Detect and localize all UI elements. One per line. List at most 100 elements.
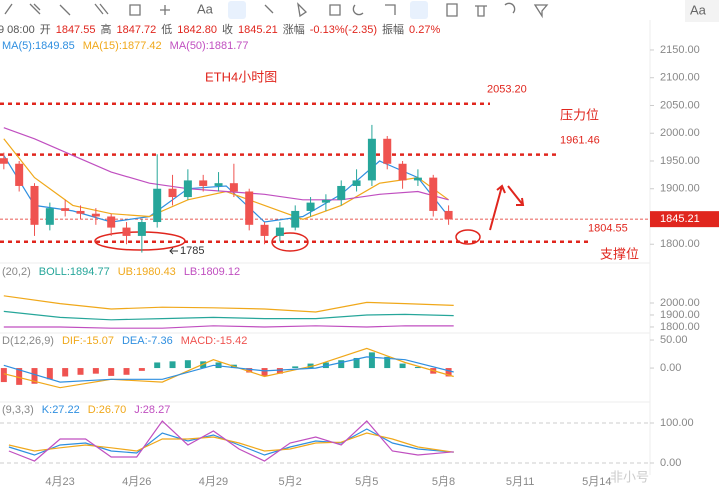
macd-bar — [169, 361, 176, 369]
candle-body — [76, 210, 85, 214]
toolbar: Aa Aa — [4, 0, 719, 22]
quote-item: 振幅 — [382, 22, 404, 36]
level-label: 1804.55 — [588, 223, 628, 235]
macd-bar — [123, 368, 130, 375]
y-tick-label: 0.00 — [660, 457, 681, 469]
indicator-params: (20,2) — [2, 266, 31, 278]
quote-item: 1845.21 — [238, 24, 278, 36]
level-label: 2053.20 — [487, 84, 527, 96]
candle-body — [245, 191, 254, 225]
current-price-box — [650, 211, 719, 228]
x-tick-label: 5月5 — [355, 476, 378, 488]
y-tick-label: 50.00 — [660, 334, 688, 346]
candle-body — [183, 180, 192, 198]
low-pointer — [169, 247, 178, 255]
candle-body — [260, 224, 269, 236]
macd-bar — [77, 368, 84, 375]
candle-body — [91, 213, 100, 217]
candle-body — [337, 185, 346, 200]
up-arrow — [489, 184, 506, 231]
quote-item: 收 — [222, 22, 233, 36]
quote-item: 低 — [161, 23, 172, 36]
x-tick-label: 5月2 — [278, 476, 301, 488]
legend-entry: BOLL:1894.77 — [39, 266, 110, 278]
x-tick-label: 5月14 — [582, 476, 611, 488]
quote-item: 1847.55 — [56, 24, 96, 36]
candle-body — [45, 208, 54, 225]
candle-body — [107, 216, 116, 228]
candle-body — [61, 208, 70, 211]
candle-body — [229, 183, 238, 192]
macd-bar — [353, 357, 360, 369]
candle-body — [137, 222, 146, 236]
active-tool-bg — [228, 1, 246, 19]
legend-entry: MA(15):1877.42 — [83, 40, 162, 52]
support-circle — [455, 229, 481, 245]
macd-bar — [16, 368, 23, 385]
quote-item: 高 — [100, 22, 111, 36]
legend-entry: DIF:-15.07 — [62, 335, 114, 347]
macd-bar — [154, 362, 161, 369]
macd-bar — [0, 368, 7, 383]
candle-body — [306, 202, 315, 211]
watermark: 非小号 — [610, 469, 649, 484]
macd-bar — [46, 368, 53, 380]
annotation-support: 支撑位 — [600, 246, 639, 261]
macd-bar — [261, 368, 268, 376]
legend-entry: K:27.22 — [42, 404, 80, 416]
quote-item: 涨幅 — [283, 23, 305, 36]
macd-bar — [138, 368, 145, 371]
x-tick-label: 4月29 — [199, 476, 228, 488]
indicator-params: (9,3,3) — [2, 404, 34, 416]
active-tool-bg — [410, 1, 428, 19]
indicator-line — [3, 310, 454, 321]
y-tick-label: 1800.00 — [660, 321, 700, 333]
macd-bar — [92, 368, 99, 374]
legend-entry: D:26.70 — [88, 404, 127, 416]
font-button-bg[interactable] — [685, 0, 719, 22]
down-arrow — [507, 185, 525, 206]
y-tick-label: 2150.00 — [660, 44, 700, 56]
quote-item: 1842.80 — [177, 24, 217, 36]
candle-body — [321, 199, 330, 203]
annotation-resistance: 压力位 — [560, 107, 599, 122]
macd-bar — [368, 352, 375, 369]
indicator-line — [3, 127, 449, 201]
x-tick-label: 5月8 — [432, 476, 455, 488]
candle-body — [214, 183, 223, 186]
y-tick-label: 2000.00 — [660, 297, 700, 309]
legend-entry: MA(50):1881.77 — [170, 40, 249, 52]
x-tick-label: 5月11 — [506, 476, 535, 488]
y-tick-label: 1800.00 — [660, 238, 700, 250]
macd-bar — [62, 368, 69, 377]
y-tick-label: 2050.00 — [660, 99, 700, 111]
indicator-params: D(12,26,9) — [2, 335, 54, 347]
indicator-line — [3, 155, 450, 223]
indicator-line — [3, 356, 454, 383]
legend-entry: J:28.27 — [134, 404, 170, 416]
text-tool[interactable]: Aa — [197, 1, 214, 16]
font-button[interactable]: Aa — [690, 2, 707, 17]
macd-bar — [445, 368, 452, 377]
candle-body — [153, 188, 162, 223]
candle-body — [367, 138, 376, 181]
legend-entry: MACD:-15.42 — [181, 335, 248, 347]
macd-bar — [276, 368, 283, 374]
quote-item: 开 — [40, 24, 51, 36]
y-tick-label: 100.00 — [660, 417, 694, 429]
candle-body — [15, 163, 24, 186]
quote-item: 1847.72 — [116, 24, 156, 36]
candle-body — [199, 180, 208, 186]
candle-body — [352, 180, 361, 186]
x-tick-label: 4月23 — [45, 476, 74, 488]
candle-body — [0, 158, 8, 164]
candle-body — [398, 163, 407, 181]
y-tick-label: 1900.00 — [660, 183, 700, 195]
macd-bar — [292, 366, 299, 369]
macd-bar — [108, 368, 115, 376]
indicator-line — [8, 420, 454, 462]
legend-entry: UB:1980.43 — [118, 266, 176, 278]
current-price-label: 1845.21 — [660, 213, 700, 225]
